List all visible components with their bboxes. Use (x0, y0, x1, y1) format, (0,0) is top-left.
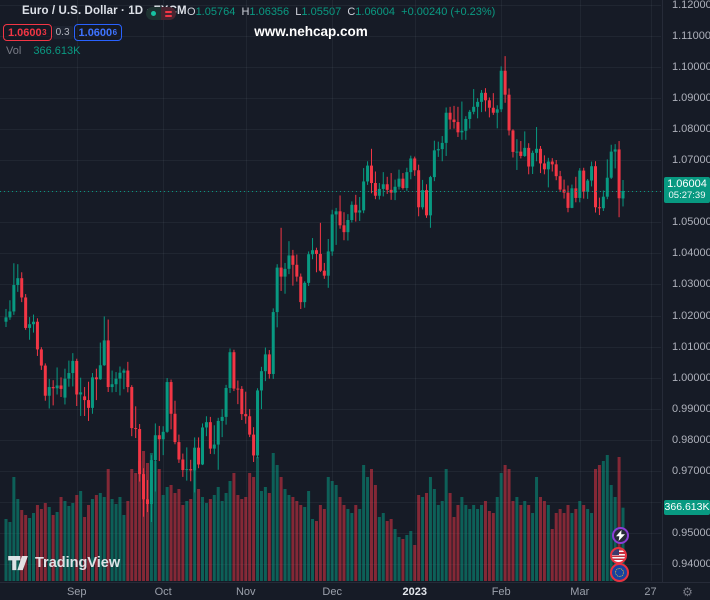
us-flag-event-icon[interactable] (610, 547, 627, 564)
close-value: 1.06004 (355, 6, 396, 18)
price-axis-tick: 1.11000 (672, 29, 710, 42)
price-axis-tick: 1.09000 (672, 91, 710, 104)
price-axis-tick: 0.98000 (672, 433, 710, 446)
sell-price: 1.0600 (8, 26, 42, 39)
ohlc-readout: O1.05764 H1.06356 L1.05507 C1.06004 +0.0… (187, 6, 495, 18)
price-axis-tick: 1.07000 (672, 154, 710, 166)
volume-value: 366.613K (33, 45, 81, 57)
volume-readout: Vol 366.613K (6, 45, 80, 57)
market-status-toggle[interactable] (146, 7, 176, 20)
lightning-bolt-icon (616, 530, 625, 541)
time-axis-tick: Mar (570, 586, 590, 598)
open-value: 1.05764 (195, 6, 236, 18)
time-axis-tick: 2023 (402, 586, 427, 598)
price-axis-tick: 1.02000 (672, 309, 710, 322)
tradingview-logo-icon (8, 555, 28, 570)
low-label: L (295, 6, 302, 18)
eu-flag-event-icon[interactable] (610, 563, 629, 582)
price-axis[interactable]: 1.06004 05:27:39 366.613K 1.12000 1.11000… (662, 0, 710, 582)
price-axis-tick: 1.05000 (672, 216, 710, 229)
tradingview-logo-text: TradingView (35, 555, 121, 571)
time-axis-tick: Dec (322, 586, 342, 598)
spread-value: 0.3 (52, 26, 73, 39)
volume-label: Vol (6, 45, 22, 57)
price-axis-tick: 1.12000 (672, 0, 710, 11)
sell-button[interactable]: 1.0600 3 (3, 24, 52, 41)
price-axis-tick: 1.03000 (672, 278, 710, 291)
high-value: 1.06356 (249, 6, 290, 18)
tradingview-logo[interactable]: TradingView (8, 555, 120, 571)
price-axis-tick: 0.99000 (672, 402, 710, 415)
buy-price-sup: 6 (112, 28, 118, 37)
us-flag-canton (612, 549, 619, 555)
site-watermark: www.nehcap.com (254, 24, 368, 39)
time-axis[interactable]: ⚙ Sep Oct Nov Dec 2023 Feb Mar 27 (0, 582, 710, 600)
current-price-badge: 1.06004 05:27:39 (664, 176, 710, 203)
eu-flag-stars (615, 568, 624, 577)
high-label: H (241, 6, 250, 18)
price-axis-tick: 0.94000 (672, 558, 710, 571)
sell-price-sup: 3 (42, 28, 47, 37)
buy-button[interactable]: 1.0600 6 (73, 24, 123, 41)
close-label: C (347, 6, 356, 18)
time-axis-tick: Feb (491, 586, 511, 598)
current-volume-badge: 366.613K (664, 499, 710, 515)
chart-header: Euro / U.S. Dollar · 1D · FXCM O1.05764 … (0, 0, 660, 60)
change-value: +0.00240 (+0.23%) (401, 6, 496, 18)
price-axis-tick: 1.01000 (672, 340, 710, 353)
price-axis-tick: 1.00000 (672, 371, 710, 384)
low-value: 1.05507 (301, 6, 342, 18)
time-axis-tick: Nov (235, 586, 256, 598)
symbol-title[interactable]: Euro / U.S. Dollar · 1D · FXCM (22, 5, 187, 17)
price-axis-tick: 1.08000 (672, 122, 710, 135)
price-axis-tick: 1.10000 (672, 60, 710, 73)
lightning-event-icon[interactable] (612, 527, 629, 544)
current-price-value: 1.06004 (667, 177, 707, 190)
bar-countdown: 05:27:39 (668, 189, 706, 201)
time-axis-tick: Oct (154, 586, 172, 598)
price-axis-tick: 1.04000 (672, 247, 710, 260)
price-axis-tick: 0.95000 (672, 527, 710, 540)
open-label: O (187, 6, 196, 18)
ideas-stream-icon (165, 10, 172, 17)
gear-icon[interactable]: ⚙ (682, 585, 693, 599)
price-axis-tick: 0.97000 (672, 465, 710, 477)
buy-price: 1.0600 (78, 26, 113, 39)
market-open-dot-icon (151, 11, 156, 16)
time-axis-tick: Sep (66, 586, 87, 598)
trade-panel: 1.0600 3 0.3 1.0600 6 (3, 24, 123, 41)
time-axis-tick: 27 (644, 586, 657, 598)
